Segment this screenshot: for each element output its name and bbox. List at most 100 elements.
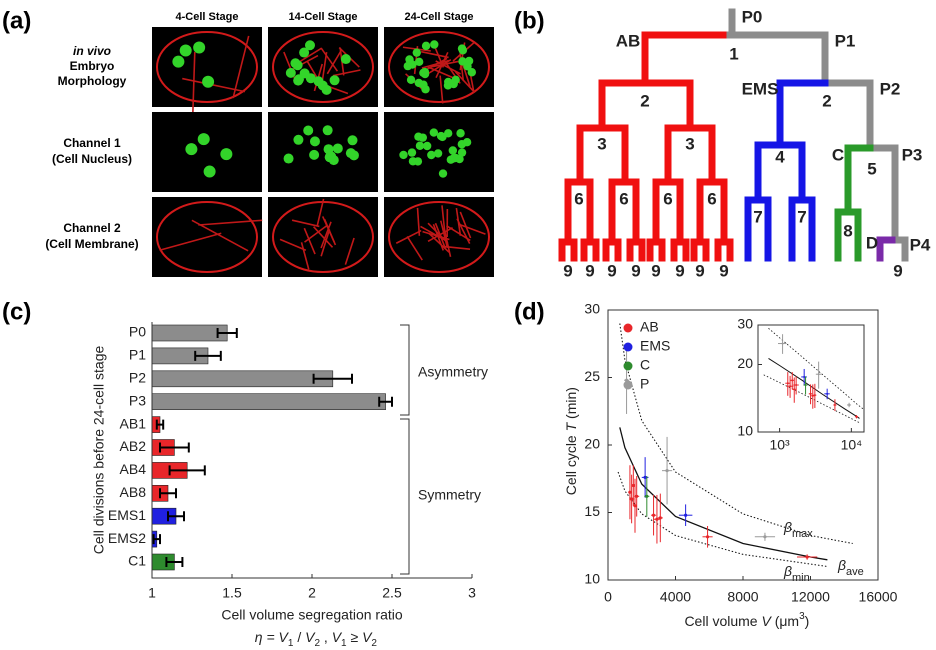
lineage-label: P1 [835,31,856,50]
division-number: 1 [729,44,738,63]
formula-part: V [305,629,316,645]
division-number: 3 [597,134,606,153]
annotation: βave [837,557,864,578]
membrane [303,227,316,255]
point [811,394,814,397]
bracket [400,418,410,575]
nucleus [427,150,436,160]
x-tick-label: 1.5 [222,585,242,601]
label-part: 3 [799,611,805,622]
division-number: 6 [619,189,628,208]
division-number: 9 [675,261,684,280]
membrane [272,31,374,103]
nucleus [436,131,446,141]
panel-label: (a) [2,7,31,34]
error-bar [378,396,393,407]
membrane [279,238,307,251]
nucleus [283,153,294,164]
nucleus [304,40,315,51]
nucleus [203,165,216,178]
membrane [388,201,490,273]
x-tick-label: 2.5 [382,585,402,601]
fit-curve [768,327,864,410]
division-number: 3 [685,134,694,153]
error-bar [312,373,353,384]
membrane [304,224,328,243]
membrane [291,219,320,228]
division-number: 9 [893,261,902,280]
lineage-branch [821,31,909,262]
nucleus [303,125,314,136]
symbol: β [783,519,792,535]
label-part: ) [805,613,810,629]
nucleus [412,48,421,57]
column-header: 24-Cell Stage [404,11,473,23]
label-part: V [761,613,772,629]
lineage-branch [602,238,622,262]
error-bar [168,465,206,476]
y-tick-label: EMS1 [108,507,146,523]
nucleus [420,67,430,77]
row-label: Morphology [58,74,127,88]
point [803,375,806,378]
lineage-branch [744,79,829,262]
y-tick-label: P0 [129,324,146,340]
bar [151,324,228,342]
lineage-label: D [866,233,878,252]
label-part: Cell cycle [563,431,579,495]
formula-part: 1 [341,638,347,649]
membrane [191,219,249,252]
division-number: 2 [822,91,831,110]
lineage-branch [580,238,600,262]
point [804,384,807,387]
nucleus [403,61,413,71]
legend-marker [623,380,633,390]
error-bar [194,350,222,361]
nucleus [458,46,468,55]
bar [151,370,334,388]
membrane [297,47,323,64]
error-bar [216,328,238,338]
point [658,516,662,520]
point [791,379,794,382]
subscript: min [792,572,810,584]
nucleus [415,141,425,150]
point [817,373,820,376]
membrane [312,226,334,248]
point [655,517,659,521]
nucleus [332,143,343,154]
lineage-label: P3 [902,145,923,164]
nucleus [185,143,198,156]
point [635,494,639,498]
division-number: 7 [753,207,762,226]
division-number: 9 [585,261,594,280]
membrane [454,71,476,93]
symbol: β [837,557,846,573]
membrane [332,69,361,77]
point [705,535,710,539]
nucleus [309,136,320,147]
division-number: 2 [640,91,649,110]
division-number: 9 [651,261,660,280]
division-number: 9 [695,261,704,280]
y-tick-label: 10 [737,423,753,439]
lineage-branch [876,236,896,262]
formula-part: 2 [314,638,320,649]
nucleus [179,44,192,57]
point [795,384,798,387]
row-label: Channel 1 [63,136,121,150]
membrane [191,51,196,116]
nucleus [202,75,215,88]
nucleus [414,132,423,141]
membrane [326,49,343,75]
membrane [198,219,263,226]
point [855,415,858,418]
inset-frame [757,324,865,433]
x-tick-label: 4000 [660,589,691,605]
division-number: 6 [574,189,583,208]
point [781,342,784,345]
nucleus [448,146,458,155]
membrane [439,75,444,104]
membrane [455,207,462,236]
nucleus [406,75,416,85]
